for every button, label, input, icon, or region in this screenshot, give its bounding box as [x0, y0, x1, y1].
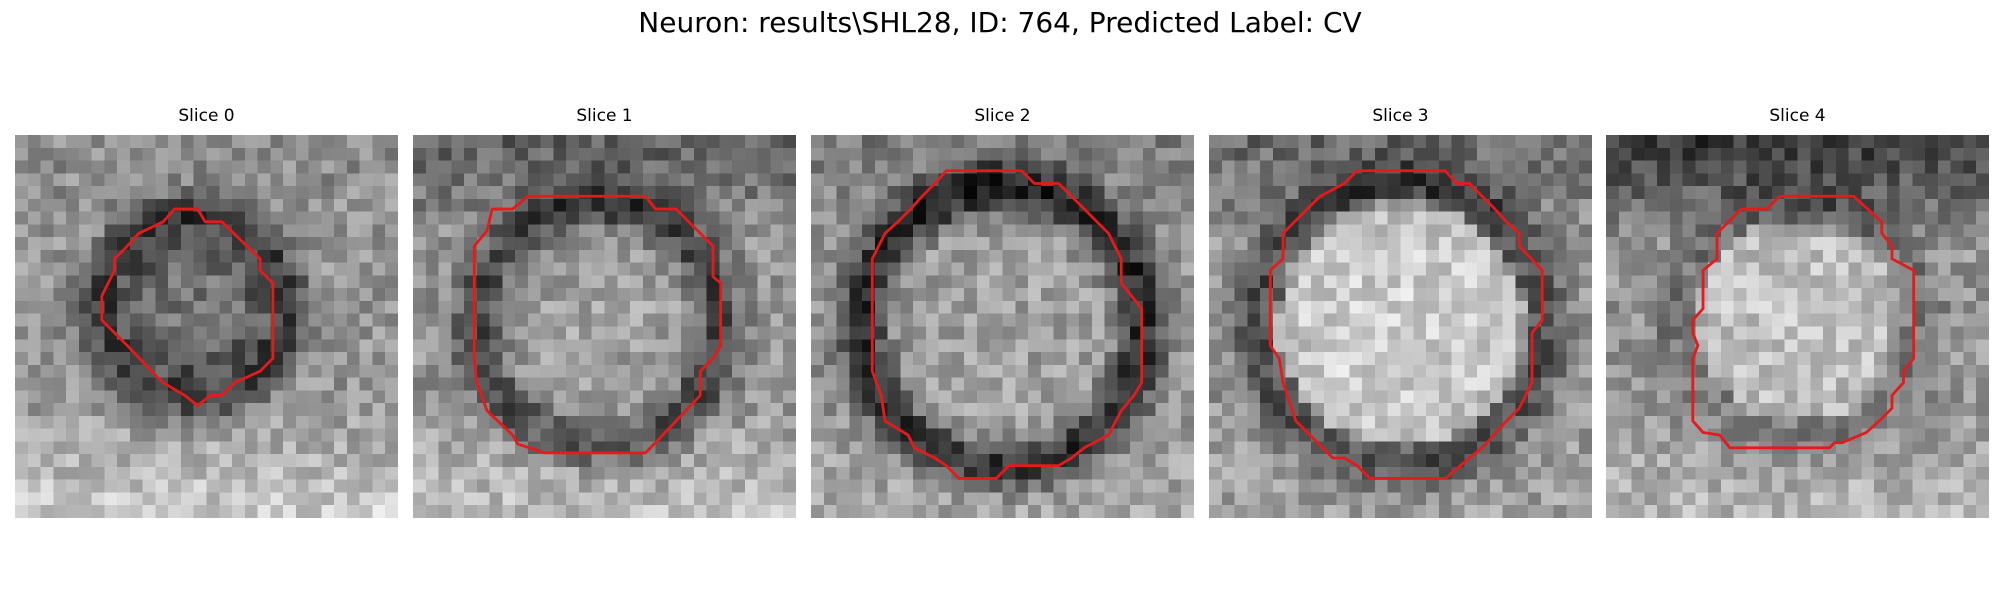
slice-title: Slice 2 — [974, 106, 1031, 126]
boundary-contour — [870, 169, 1144, 480]
slice-title: Slice 1 — [576, 106, 633, 126]
em-grayscale-pixels — [1606, 135, 1989, 518]
em-grayscale-pixels — [811, 135, 1194, 518]
figure-title: Neuron: results\SHL28, ID: 764, Predicte… — [638, 6, 1362, 39]
slice-image-0 — [15, 135, 398, 518]
em-grayscale-pixels — [1209, 135, 1592, 518]
boundary-contour — [1691, 194, 1916, 450]
slice-panel-4: Slice 4 — [1606, 105, 1989, 535]
slice-title: Slice 3 — [1372, 106, 1429, 126]
slice-panel-1: Slice 1 — [413, 105, 796, 535]
em-grayscale-pixels — [15, 135, 398, 518]
boundary-contour — [100, 207, 275, 408]
slice-image-1 — [413, 135, 796, 518]
slice-panel-3: Slice 3 — [1209, 105, 1592, 535]
slice-panel-0: Slice 0 — [15, 105, 398, 535]
slice-title: Slice 4 — [1769, 106, 1826, 126]
slice-panel-2: Slice 2 — [811, 105, 1194, 535]
boundary-contour — [1268, 169, 1544, 480]
slice-image-4 — [1606, 135, 1989, 518]
slice-image-3 — [1209, 135, 1592, 518]
boundary-contour — [472, 194, 723, 455]
slice-image-2 — [811, 135, 1194, 518]
em-grayscale-pixels — [413, 135, 796, 518]
slice-title: Slice 0 — [178, 106, 235, 126]
